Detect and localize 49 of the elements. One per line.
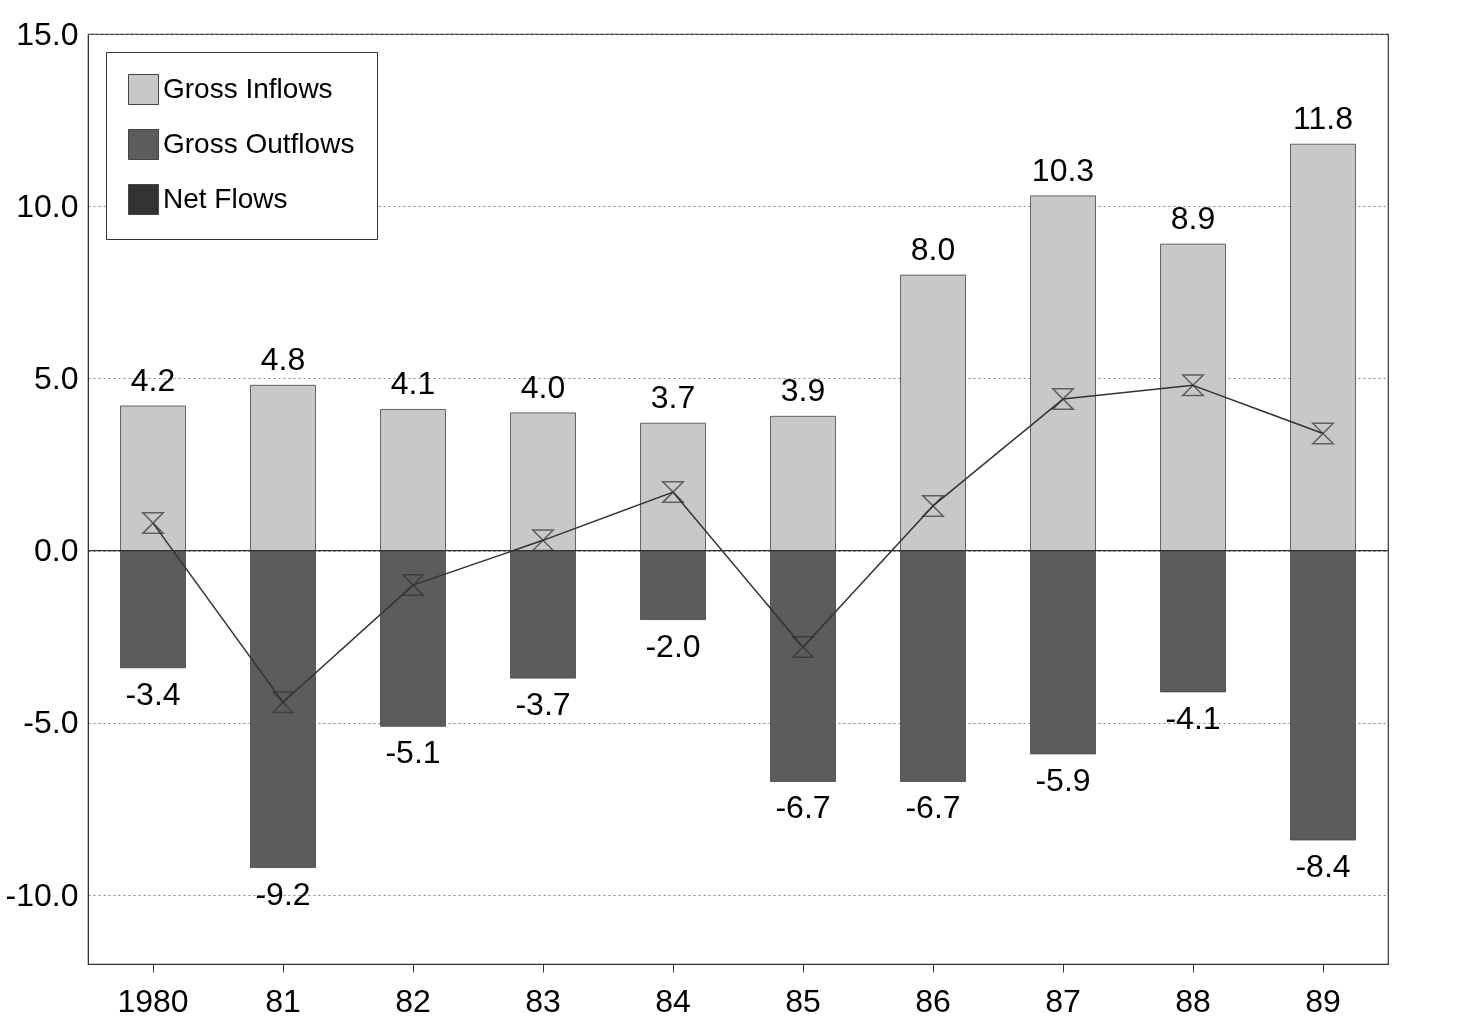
data-label: -6.7 [775, 789, 831, 826]
x-tick-label: 82 [395, 982, 431, 1019]
data-label: 8.9 [1170, 200, 1216, 237]
point [1052, 388, 1074, 411]
data-label: -6.7 [905, 789, 961, 826]
x-tick-label: 83 [525, 982, 561, 1019]
point [792, 636, 814, 659]
y-tick-label: 5.0 [34, 359, 79, 396]
y-tick-label: -5.0 [23, 704, 79, 741]
point [1312, 422, 1334, 445]
y-tick-label: 10.0 [16, 187, 79, 224]
data-label: 8.0 [910, 231, 956, 268]
x-tick-label: 85 [785, 982, 821, 1019]
data-label: 3.9 [780, 372, 826, 409]
data-label: 4.8 [260, 341, 306, 378]
data-label: -2.0 [645, 627, 701, 664]
legend-label: Gross Outflows [163, 127, 355, 159]
point [532, 529, 554, 552]
point [922, 494, 944, 517]
data-label: -8.4 [1295, 848, 1351, 884]
y-tick-label: 15.0 [16, 15, 79, 52]
data-label: 4.1 [390, 365, 436, 402]
y-tick-label: 0.0 [34, 532, 79, 569]
data-label: -3.7 [515, 686, 571, 723]
data-label: 10.3 [1031, 151, 1095, 188]
point [402, 574, 424, 597]
x-tick-label: 88 [1175, 982, 1211, 1019]
point [272, 691, 294, 714]
x-tick-label: 87 [1045, 982, 1081, 1019]
legend-label: Net Flows [163, 182, 288, 214]
y-tick-label: -10.0 [5, 876, 79, 913]
data-label: -3.4 [125, 675, 181, 712]
x-tick-label: 84 [655, 982, 691, 1019]
x-tick-label: 81 [265, 982, 301, 1019]
data-label: 4.2 [130, 362, 176, 398]
legend-label: Gross Inflows [163, 72, 333, 104]
data-label: -5.1 [385, 734, 441, 771]
data-label: -4.1 [1165, 699, 1221, 736]
point [662, 481, 684, 504]
data-label: 4.0 [520, 368, 566, 405]
data-label: 3.7 [650, 379, 696, 416]
data-label: -5.9 [1035, 761, 1091, 798]
data-label: -9.2 [255, 875, 311, 912]
point [142, 512, 164, 535]
point [1182, 374, 1204, 397]
x-tick-label: 1980 [117, 982, 189, 1019]
x-tick-label: 89 [1305, 982, 1341, 1019]
data-label: 11.8 [1293, 100, 1353, 137]
x-tick-label: 86 [915, 982, 951, 1019]
